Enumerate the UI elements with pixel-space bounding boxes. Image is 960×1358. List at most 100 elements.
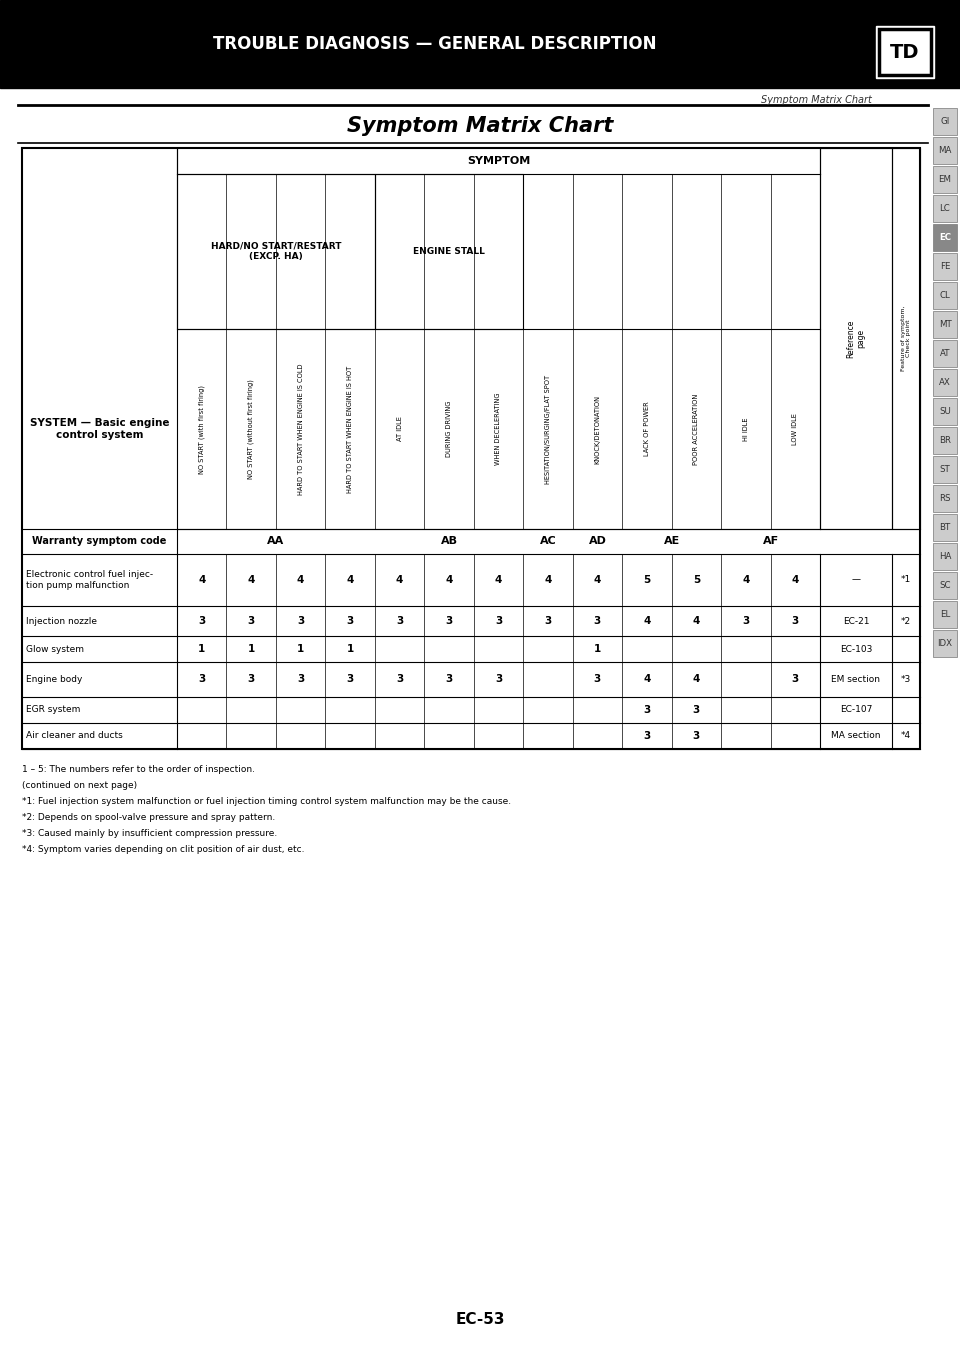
- Text: CL: CL: [940, 291, 950, 300]
- Bar: [22, 148, 920, 750]
- Text: Reference
page: Reference page: [847, 319, 866, 357]
- Text: WHEN DECELERATING: WHEN DECELERATING: [495, 392, 501, 466]
- Text: (continued on next page): (continued on next page): [22, 781, 137, 790]
- Text: RS: RS: [939, 494, 950, 502]
- Bar: [933, 282, 957, 310]
- Text: MA: MA: [938, 147, 951, 155]
- Text: 3: 3: [594, 617, 601, 626]
- Text: FE: FE: [940, 262, 950, 272]
- Text: AT IDLE: AT IDLE: [396, 417, 402, 441]
- Text: 4: 4: [396, 574, 403, 585]
- Text: 1: 1: [347, 644, 353, 655]
- Text: 4: 4: [494, 574, 502, 585]
- Text: AB: AB: [441, 536, 458, 546]
- Text: *4: Symptom varies depending on clit position of air dust, etc.: *4: Symptom varies depending on clit pos…: [22, 845, 304, 854]
- Bar: [933, 602, 957, 627]
- Text: *4: *4: [900, 732, 911, 740]
- Text: SYSTEM — Basic engine
control system: SYSTEM — Basic engine control system: [30, 418, 169, 440]
- Text: EM section: EM section: [831, 675, 880, 684]
- Text: POOR ACCELERATION: POOR ACCELERATION: [693, 394, 699, 464]
- Text: Feature of symptom,
Check point: Feature of symptom, Check point: [900, 306, 911, 371]
- Text: GI: GI: [941, 117, 949, 126]
- Text: SC: SC: [939, 581, 950, 589]
- Text: 4: 4: [693, 675, 700, 684]
- Text: 3: 3: [594, 675, 601, 684]
- Text: SU: SU: [939, 407, 951, 416]
- Bar: [374, 174, 523, 329]
- Text: 4: 4: [347, 574, 354, 585]
- Text: Electronic control fuel injec-
tion pump malfunction: Electronic control fuel injec- tion pump…: [26, 570, 154, 589]
- Bar: [820, 148, 892, 530]
- Text: 3: 3: [297, 617, 304, 626]
- Text: 3: 3: [347, 675, 353, 684]
- Text: AF: AF: [762, 536, 779, 546]
- Text: *2: *2: [900, 617, 911, 626]
- Text: 3: 3: [445, 617, 453, 626]
- Text: NO START (with first firing): NO START (with first firing): [199, 384, 205, 474]
- Text: 3: 3: [248, 675, 254, 684]
- Text: HARD/NO START/RESTART
(EXCP. HA): HARD/NO START/RESTART (EXCP. HA): [210, 242, 341, 261]
- Text: EL: EL: [940, 610, 950, 619]
- Text: AC: AC: [540, 536, 557, 546]
- Text: HARD TO START WHEN ENGINE IS COLD: HARD TO START WHEN ENGINE IS COLD: [298, 363, 303, 494]
- Text: 4: 4: [693, 617, 700, 626]
- Bar: [892, 148, 920, 530]
- Text: Glow system: Glow system: [26, 645, 84, 653]
- Text: Symptom Matrix Chart: Symptom Matrix Chart: [761, 95, 872, 105]
- Text: 4: 4: [792, 574, 799, 585]
- Text: *3: Caused mainly by insufficient compression pressure.: *3: Caused mainly by insufficient compre…: [22, 828, 277, 838]
- Text: AT: AT: [940, 349, 950, 359]
- Text: 3: 3: [693, 705, 700, 716]
- Text: Air cleaner and ducts: Air cleaner and ducts: [26, 732, 123, 740]
- Text: NO START (without first firing): NO START (without first firing): [248, 379, 254, 479]
- Bar: [933, 166, 957, 193]
- Text: BR: BR: [939, 436, 951, 445]
- Bar: [933, 485, 957, 512]
- Bar: [933, 572, 957, 599]
- Text: 4: 4: [643, 675, 651, 684]
- Text: 4: 4: [198, 574, 205, 585]
- Text: EC-53: EC-53: [455, 1312, 505, 1328]
- Text: EC: EC: [939, 234, 951, 242]
- Bar: [933, 630, 957, 657]
- Bar: [933, 513, 957, 540]
- Text: —: —: [852, 576, 860, 584]
- Text: 4: 4: [593, 574, 601, 585]
- Text: 4: 4: [297, 574, 304, 585]
- Bar: [933, 109, 957, 134]
- Text: 3: 3: [248, 617, 254, 626]
- Text: 4: 4: [445, 574, 453, 585]
- Text: ST: ST: [940, 464, 950, 474]
- Text: EM: EM: [939, 175, 951, 183]
- Text: 3: 3: [643, 731, 651, 741]
- Text: 3: 3: [347, 617, 353, 626]
- Bar: [933, 253, 957, 280]
- Bar: [933, 311, 957, 338]
- Text: KNOCK/DETONATION: KNOCK/DETONATION: [594, 395, 600, 463]
- Text: *2: Depends on spool-valve pressure and spray pattern.: *2: Depends on spool-valve pressure and …: [22, 813, 276, 822]
- Text: 4: 4: [643, 617, 651, 626]
- Bar: [879, 29, 931, 75]
- Text: 3: 3: [742, 617, 750, 626]
- Text: HARD TO START WHEN ENGINE IS HOT: HARD TO START WHEN ENGINE IS HOT: [348, 365, 353, 493]
- Text: AE: AE: [663, 536, 680, 546]
- Bar: [876, 26, 934, 77]
- Text: EC-21: EC-21: [843, 617, 869, 626]
- Text: LOW IDLE: LOW IDLE: [792, 413, 799, 445]
- Text: 1: 1: [248, 644, 254, 655]
- Text: AX: AX: [939, 378, 950, 387]
- Bar: [933, 137, 957, 164]
- Text: TD: TD: [890, 42, 920, 61]
- Text: 3: 3: [494, 675, 502, 684]
- Text: 1: 1: [594, 644, 601, 655]
- Text: 4: 4: [544, 574, 552, 585]
- Text: Engine body: Engine body: [26, 675, 83, 684]
- Bar: [933, 224, 957, 251]
- Text: 3: 3: [198, 675, 205, 684]
- Text: 3: 3: [198, 617, 205, 626]
- Text: 3: 3: [396, 675, 403, 684]
- Text: 3: 3: [396, 617, 403, 626]
- Text: 1 – 5: The numbers refer to the order of inspection.: 1 – 5: The numbers refer to the order of…: [22, 765, 255, 774]
- Text: BT: BT: [940, 523, 950, 532]
- Text: 5: 5: [693, 574, 700, 585]
